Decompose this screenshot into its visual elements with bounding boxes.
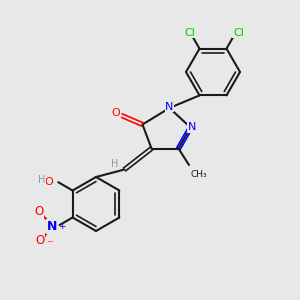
Text: N: N: [188, 122, 196, 133]
Text: Cl: Cl: [233, 28, 244, 38]
Text: O: O: [44, 177, 53, 187]
Text: N: N: [47, 220, 57, 233]
Text: N: N: [165, 101, 174, 112]
Text: O: O: [35, 234, 45, 248]
Text: O: O: [34, 205, 43, 218]
Text: H: H: [38, 175, 46, 185]
Text: H: H: [111, 159, 118, 169]
Text: ⁻: ⁻: [46, 238, 53, 251]
Text: O: O: [112, 107, 121, 118]
Text: +: +: [58, 222, 66, 231]
Text: CH₃: CH₃: [190, 170, 207, 179]
Text: Cl: Cl: [184, 28, 195, 38]
